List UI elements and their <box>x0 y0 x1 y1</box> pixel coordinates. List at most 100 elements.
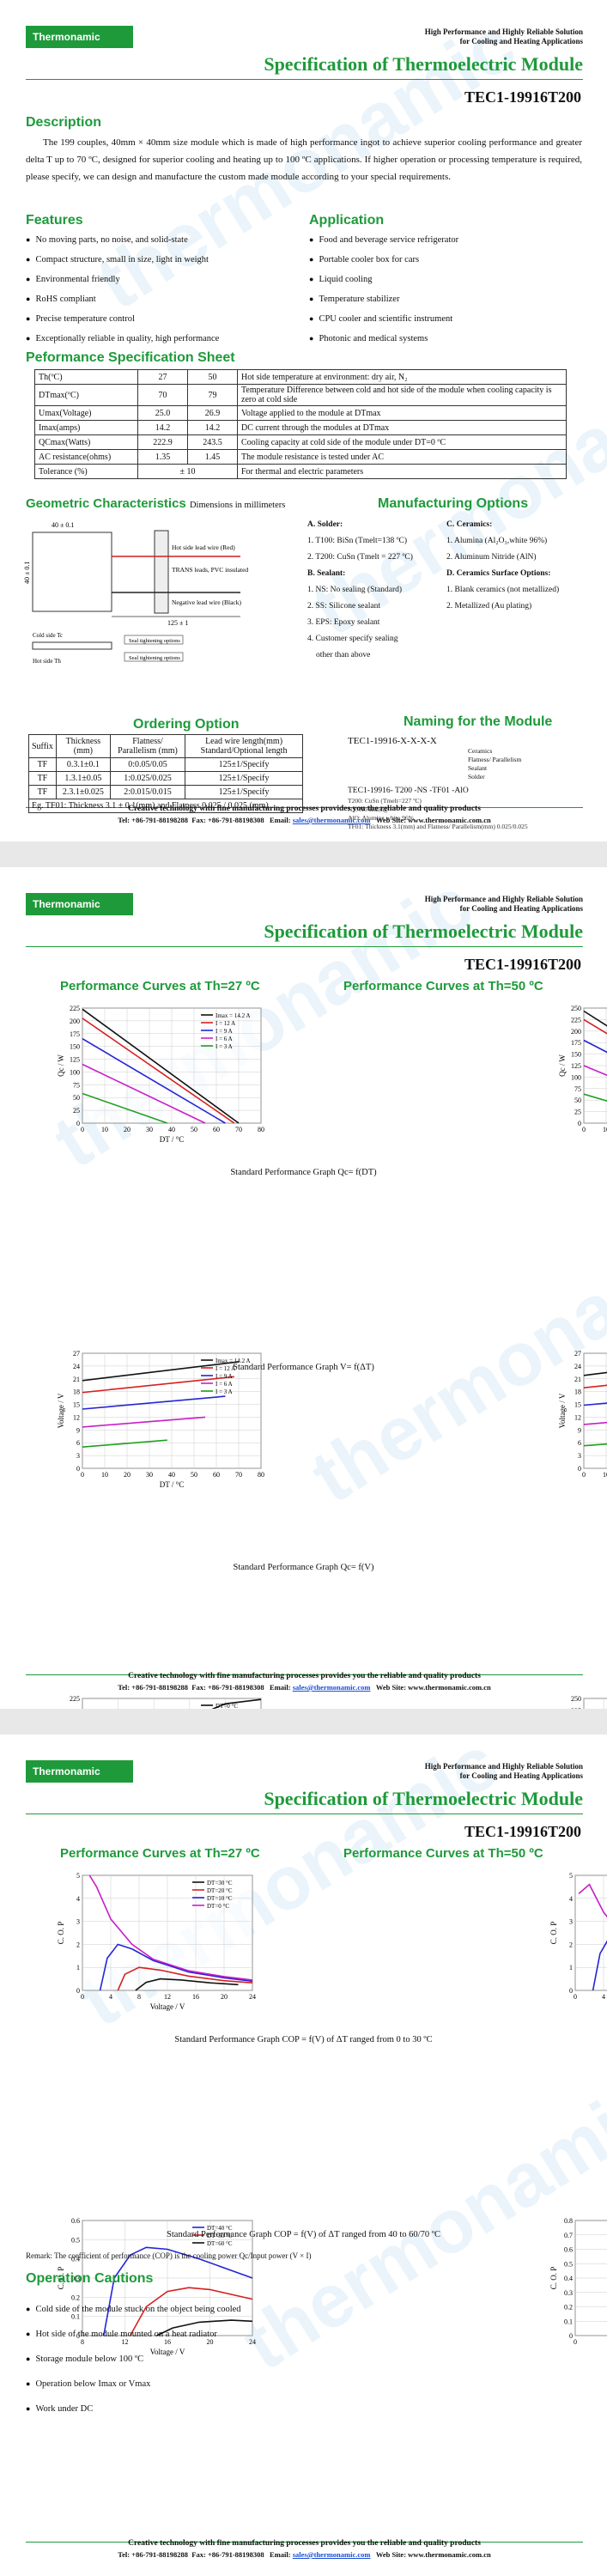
y-tick-label: 50 <box>574 1097 581 1104</box>
chart-caption: Standard Performance Graph COP = f(V) of… <box>174 2035 433 2044</box>
series-line <box>103 2246 253 2336</box>
y-tick-label: 0.7 <box>564 2232 573 2239</box>
y-tick-label: 150 <box>70 1043 80 1051</box>
y-tick-label: 0.2 <box>564 2304 573 2312</box>
list-item: CPU cooler and scientific instrument <box>309 309 458 329</box>
y-tick-label: 125 <box>571 1062 581 1070</box>
table-row: Th(ºC) 27 50 Hot side temperature at enviro… <box>34 369 567 385</box>
table-row: TF 1.3.1±0.05 1:0.025/0.025 125±1/Specify <box>28 771 303 786</box>
x-tick-label: 0 <box>582 1471 586 1479</box>
series-line <box>82 1416 206 1428</box>
x-tick-label: 0 <box>81 1993 84 2001</box>
legend-label: I = 12 A <box>215 1365 235 1372</box>
legend-label: DT=60 °C <box>207 2240 233 2247</box>
svg-text:125 ± 1: 125 ± 1 <box>167 619 188 627</box>
model-number: TEC1-19916T200 <box>464 88 581 106</box>
x-tick-label: 10 <box>603 1471 607 1479</box>
x-tick-label: 60 <box>213 1471 220 1479</box>
chart-heading-th27: Performance Curves at Th=27 ºC <box>60 1846 260 1861</box>
series-line <box>82 1439 167 1448</box>
list-item: Precise temperature control <box>26 309 219 329</box>
page-2: thermonamic thermonamic Thermonamic Modu… <box>0 867 607 1709</box>
x-axis-label: DT / °C <box>160 1135 184 1144</box>
series-line <box>82 1038 226 1124</box>
page-1: thermonamic thermonamic Thermonamic Modu… <box>0 0 607 841</box>
y-axis-label: Qc / W <box>558 1054 567 1077</box>
x-tick-label: 0 <box>582 1126 586 1133</box>
y-tick-label: 25 <box>574 1109 581 1116</box>
y-tick-label: 100 <box>70 1068 80 1076</box>
y-tick-label: 250 <box>571 1005 581 1012</box>
y-tick-label: 25 <box>73 1107 80 1115</box>
y-tick-label: 3 <box>76 1918 80 1926</box>
mfg-options-cd: C. Ceramics: 1. Alumina (Al₂O₃,white 96%… <box>446 520 560 611</box>
y-tick-label: 9 <box>76 1426 80 1434</box>
list-item: Storage module below 100 ºC <box>26 2347 241 2372</box>
list-item: Portable cooler box for cars <box>309 250 458 270</box>
x-axis-label: Voltage / V <box>150 2002 185 2011</box>
page-footer: Creative technology with fine manufactur… <box>118 2539 491 2559</box>
list-item: Liquid cooling <box>309 270 458 289</box>
y-tick-label: 0.1 <box>564 2318 573 2325</box>
x-tick-label: 20 <box>221 1993 228 2001</box>
list-item: Food and beverage service refrigerator <box>309 230 458 250</box>
y-axis-label: Qc / W <box>57 1054 65 1077</box>
list-item: No moving parts, no noise, and solid-sta… <box>26 230 219 250</box>
email-link[interactable]: sales@thermonamic.com <box>292 1683 371 1692</box>
email-link[interactable]: sales@thermonamic.com <box>292 2550 371 2559</box>
y-tick-label: 0 <box>578 1120 581 1127</box>
legend-label: I = 3 A <box>215 1043 233 1050</box>
y-tick-label: 0 <box>578 1465 581 1473</box>
email-link[interactable]: sales@thermonamic.com <box>292 816 371 824</box>
list-item: Cold side of the module stuck on the obj… <box>26 2297 240 2322</box>
y-tick-label: 12 <box>574 1413 581 1421</box>
series-line <box>583 1093 607 1103</box>
y-tick-label: 24 <box>73 1363 80 1370</box>
y-tick-label: 225 <box>571 1707 581 1709</box>
features-heading: Features <box>26 213 83 228</box>
tagline: High Performance and Highly Reliable Sol… <box>424 895 583 913</box>
x-tick-label: 24 <box>249 2338 256 2346</box>
legend-label: DT=0 °C <box>207 1903 229 1910</box>
x-tick-label: 80 <box>258 1471 264 1479</box>
chart-v-dt-th27: 0 10 20 30 40 50 60 70 80 0 3 6 9 12 15 18 21 24 27 DT / °C… <box>57 1350 264 1489</box>
series-line <box>82 1063 206 1124</box>
y-tick-label: 0.4 <box>71 2256 80 2263</box>
table-row: AC resistance(ohms) 1.35 1.45 The module re… <box>34 449 567 465</box>
x-tick-label: 50 <box>191 1471 197 1479</box>
svg-text:Hot side Th: Hot side Th <box>33 658 61 665</box>
divider <box>26 79 583 80</box>
legend-label: DT=50 °C <box>207 2233 233 2239</box>
y-tick-label: 200 <box>571 1028 581 1036</box>
legend-label: DT=10 °C <box>207 1895 233 1902</box>
y-axis-label: C. O. P <box>549 2267 558 2290</box>
y-tick-label: 0 <box>569 1987 573 1995</box>
x-tick-label: 10 <box>101 1126 108 1133</box>
cop-remark: Remark: The coefficient of performance (… <box>26 2251 312 2260</box>
list-item: Environmental friendly <box>26 270 219 289</box>
x-tick-label: 4 <box>602 1993 605 2001</box>
series-line <box>82 1008 240 1124</box>
chart-caption: Standard Performance Graph Qc= f(DT) <box>230 1168 377 1177</box>
y-tick-label: 15 <box>574 1401 581 1409</box>
x-tick-label: 20 <box>124 1471 131 1479</box>
x-tick-label: 40 <box>168 1126 175 1133</box>
legend-label: DT=30 °C <box>207 1880 233 1886</box>
table-row: Imax(amps) 14.2 14.2 DC current through the… <box>34 420 567 435</box>
legend-label: Imax = 14.2 A <box>215 1358 251 1364</box>
y-tick-label: 18 <box>73 1388 80 1396</box>
model-number: TEC1-19916T200 <box>464 1823 581 1840</box>
chart-qc-dt-th50: 0102030405060708002550751001251501752002… <box>558 1005 607 1133</box>
table-row: TF 2.3.1±0.025 2:0.015/0.015 125±1/Specify <box>28 785 303 799</box>
svg-text:Seal tightening options: Seal tightening options <box>129 638 180 644</box>
x-tick-label: 4 <box>109 1993 112 2001</box>
page-footer: Creative technology with fine manufactur… <box>118 805 491 824</box>
legend-label: DT=20 °C <box>207 1887 233 1894</box>
page-title: Specification of Thermoelectric Module <box>264 1788 583 1809</box>
x-tick-label: 20 <box>124 1126 131 1133</box>
y-axis-label: C. O. P <box>57 2267 65 2290</box>
y-axis-label: C. O. P <box>57 1922 65 1945</box>
list-item: Work under DC <box>26 2397 241 2421</box>
y-tick-label: 50 <box>73 1094 80 1102</box>
y-tick-label: 9 <box>578 1426 581 1434</box>
